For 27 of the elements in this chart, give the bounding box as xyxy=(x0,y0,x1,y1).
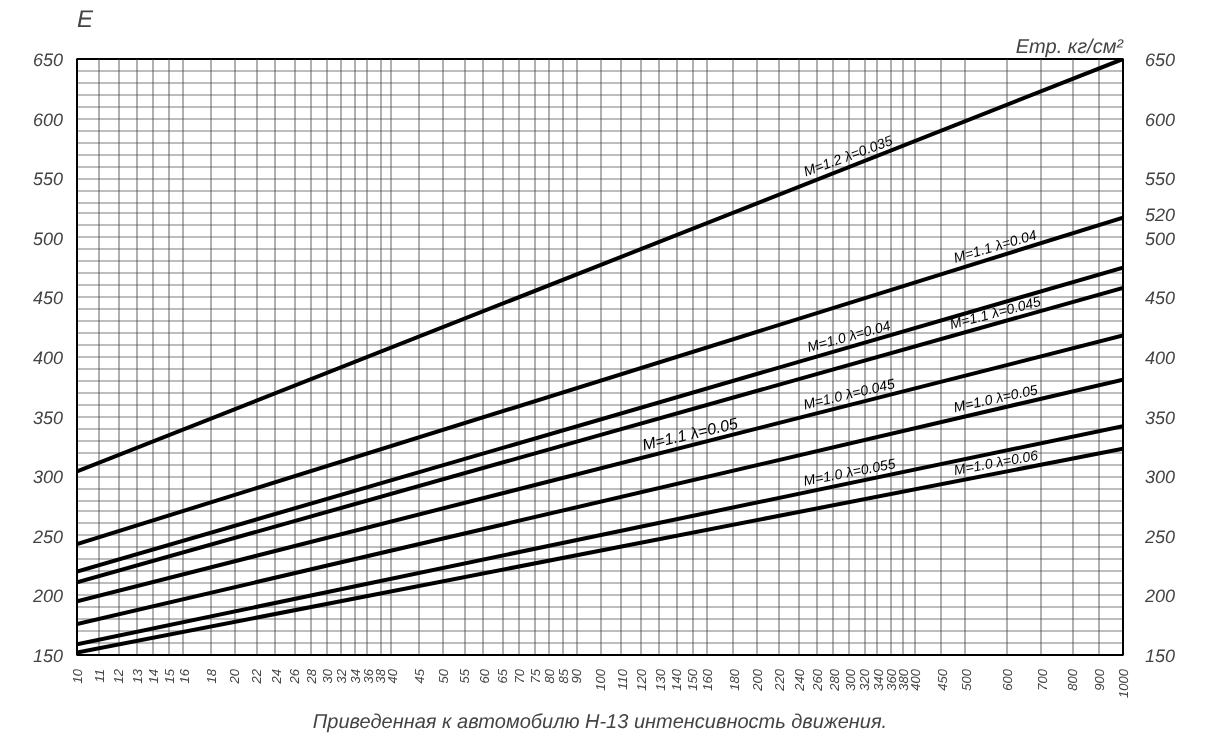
y2-tick-label: 520 xyxy=(1145,204,1176,225)
y-axis-title: E xyxy=(77,5,95,33)
y2-tick-label: 200 xyxy=(1143,586,1176,607)
annotation: M=1.1 λ=0.05 xyxy=(640,414,741,455)
y2-tick-label: 400 xyxy=(1145,348,1176,368)
y-tick-label: 550 xyxy=(32,169,64,190)
y-tick-label: 300 xyxy=(32,467,64,488)
y-tick-label: 250 xyxy=(30,526,64,547)
y2-tick-label: 450 xyxy=(1145,288,1176,309)
y2-tick-label: 600 xyxy=(1145,109,1176,130)
y-tick-label: 150 xyxy=(32,646,64,666)
y2-axis-title: Eтр. кг/см² xyxy=(1015,37,1125,59)
y-tick-label: 400 xyxy=(32,348,64,368)
y-tick-label: 450 xyxy=(32,288,64,309)
y-tick-label: 600 xyxy=(32,109,64,130)
y-tick-label: 650 xyxy=(32,50,64,70)
y2-tick-label: 250 xyxy=(1143,526,1176,547)
y2-tick-label: 150 xyxy=(1145,646,1176,666)
x-axis-title: Приведенная к автомобилю Н-13 интенсивность движения. xyxy=(312,711,888,734)
y-tick-label: 500 xyxy=(32,228,64,249)
y2-tick-label: 550 xyxy=(1145,169,1176,190)
y-tick-label: 350 xyxy=(32,407,64,428)
y2-tick-label: 350 xyxy=(1145,407,1176,428)
y-tick-label: 200 xyxy=(30,586,64,607)
y2-tick-label: 650 xyxy=(1145,50,1176,70)
y2-tick-label: 500 xyxy=(1145,228,1176,249)
y2-tick-label: 300 xyxy=(1145,467,1176,488)
